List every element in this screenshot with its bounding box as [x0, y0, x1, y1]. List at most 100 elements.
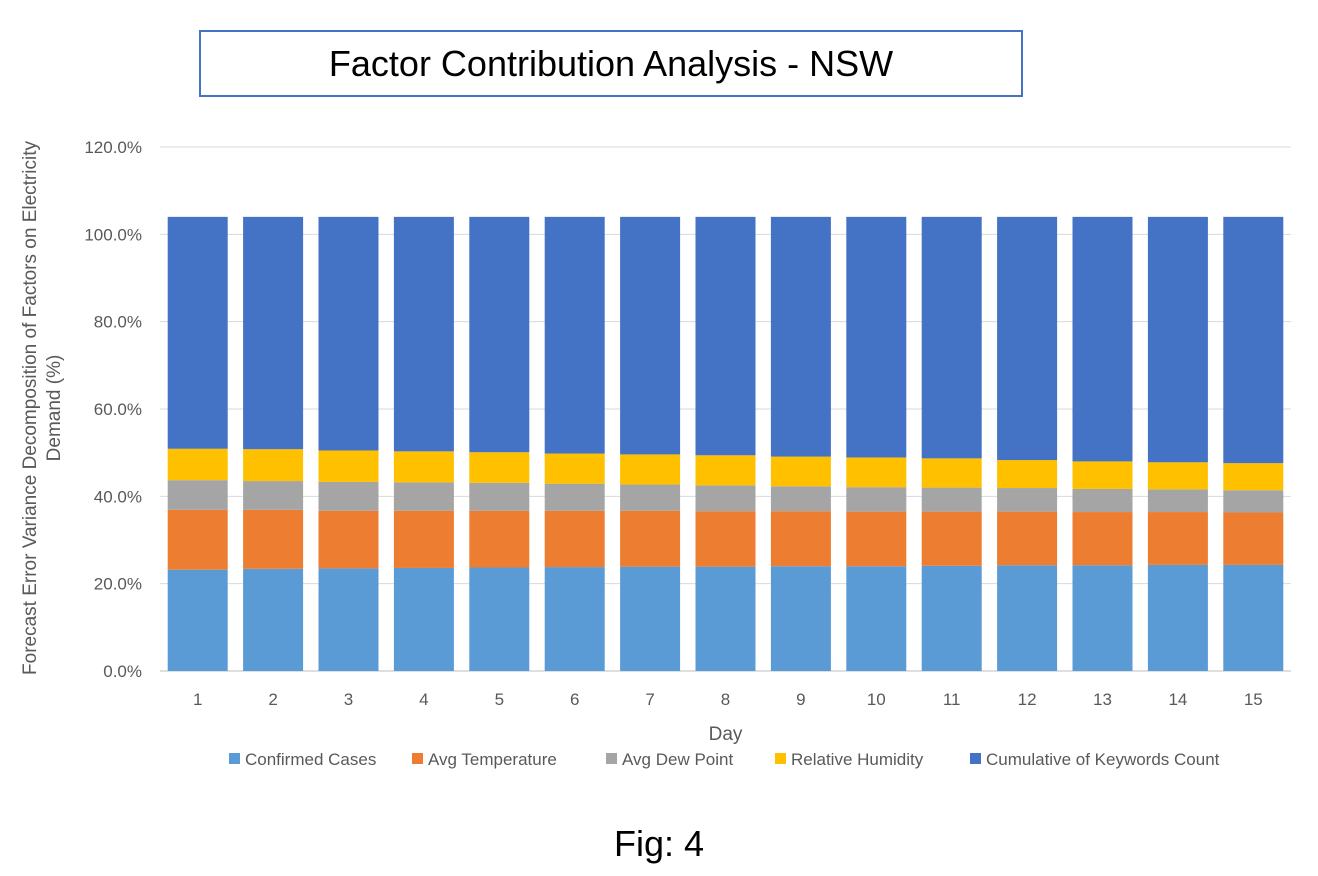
bar-segment [770, 216, 831, 457]
bar-segment [846, 487, 907, 512]
bar-segment [544, 567, 605, 671]
bar-segment [1147, 462, 1208, 490]
legend-label: Relative Humidity [791, 750, 924, 769]
x-tick-label: 9 [796, 690, 805, 709]
bar-segment [243, 449, 304, 482]
bar-segment [393, 482, 454, 511]
bar-segment [846, 566, 907, 671]
legend-label: Confirmed Cases [245, 750, 376, 769]
bar-segment [846, 216, 907, 458]
y-tick-label: 60.0% [94, 400, 142, 419]
x-tick-label: 12 [1018, 690, 1037, 709]
chart-title: Factor Contribution Analysis - NSW [199, 30, 1023, 97]
bar-segment [695, 566, 756, 671]
bar-segment [921, 511, 982, 566]
bar-segment [770, 486, 831, 512]
bar-segment [1147, 564, 1208, 671]
bar-segment [620, 510, 681, 567]
x-tick-label: 4 [419, 690, 428, 709]
bar-segment [469, 567, 530, 671]
x-tick-label: 7 [645, 690, 654, 709]
legend-swatch [229, 753, 240, 764]
x-axis-title: Day [709, 724, 743, 745]
bar-segment [695, 485, 756, 512]
legend-swatch [412, 753, 423, 764]
x-tick-label: 3 [344, 690, 353, 709]
y-tick-label: 0.0% [103, 662, 142, 681]
x-tick-label: 8 [721, 690, 730, 709]
bar-segment [1147, 216, 1208, 463]
y-tick-label: 100.0% [84, 225, 142, 244]
bar-segment [921, 458, 982, 488]
bar-segment [620, 484, 681, 511]
y-axis-title: Forecast Error Variance Decomposition of… [20, 141, 65, 675]
chart-title-text: Factor Contribution Analysis - NSW [328, 42, 894, 84]
bar-segment [469, 510, 530, 568]
bar-segment [770, 511, 831, 567]
y-tick-label: 20.0% [94, 575, 142, 594]
bar-segment [997, 216, 1058, 461]
bar-segment [1223, 216, 1284, 464]
legend-swatch [606, 753, 617, 764]
bar-segment [393, 216, 454, 452]
bar-segment [1223, 490, 1284, 513]
bar-segment [921, 565, 982, 671]
bar-segment [318, 510, 379, 569]
bar-segment [770, 566, 831, 671]
bar-segment [997, 511, 1058, 566]
bar-segment [167, 569, 228, 671]
bar-segment [997, 565, 1058, 671]
bar-segment [167, 509, 228, 570]
bar-segment [1223, 463, 1284, 491]
bar-segment [544, 483, 605, 511]
bar-segment [1072, 488, 1133, 513]
legend-label: Avg Dew Point [622, 750, 733, 769]
x-tick-label: 15 [1244, 690, 1263, 709]
bar-segment [620, 566, 681, 671]
bar-segment [544, 216, 605, 454]
bar-segment [318, 450, 379, 482]
bar-segment [243, 568, 304, 671]
bar-segment [1147, 512, 1208, 565]
bar-segment [1223, 564, 1284, 671]
x-tick-label: 5 [495, 690, 504, 709]
legend-swatch [775, 753, 786, 764]
x-tick-label: 10 [867, 690, 886, 709]
bar-segment [1072, 565, 1133, 671]
bar-segment [393, 451, 454, 483]
bar-segment [469, 452, 530, 483]
bar-segment [167, 216, 228, 449]
bar-segment [318, 216, 379, 451]
bar-segment [695, 455, 756, 486]
bar-segment [1072, 512, 1133, 566]
bar-segment [469, 482, 530, 511]
y-tick-label: 40.0% [94, 487, 142, 506]
bar-segment [167, 480, 228, 510]
bar-segment [846, 511, 907, 567]
bar-segment [997, 460, 1058, 489]
bar-segment [921, 487, 982, 512]
x-tick-label: 1 [193, 690, 202, 709]
bar-segment [620, 216, 681, 455]
bar-segment [318, 568, 379, 671]
bar-segment [167, 448, 228, 481]
bar-segment [393, 510, 454, 568]
bar-segment [1223, 512, 1284, 565]
bar-segment [318, 481, 379, 511]
bar-segment [544, 453, 605, 484]
bar-segment [243, 509, 304, 569]
bar-segment [1072, 216, 1133, 462]
bar-segment [846, 457, 907, 488]
bar-segment [243, 481, 304, 510]
bar-segment [393, 567, 454, 671]
x-tick-label: 14 [1168, 690, 1187, 709]
bar-segment [921, 216, 982, 459]
bar-segment [620, 454, 681, 485]
bar-segment [695, 511, 756, 567]
x-tick-label: 13 [1093, 690, 1112, 709]
y-tick-label: 80.0% [94, 313, 142, 332]
legend-swatch [970, 753, 981, 764]
legend-label: Avg Temperature [428, 750, 557, 769]
y-tick-label: 120.0% [84, 138, 142, 157]
bar-segment [770, 456, 831, 487]
